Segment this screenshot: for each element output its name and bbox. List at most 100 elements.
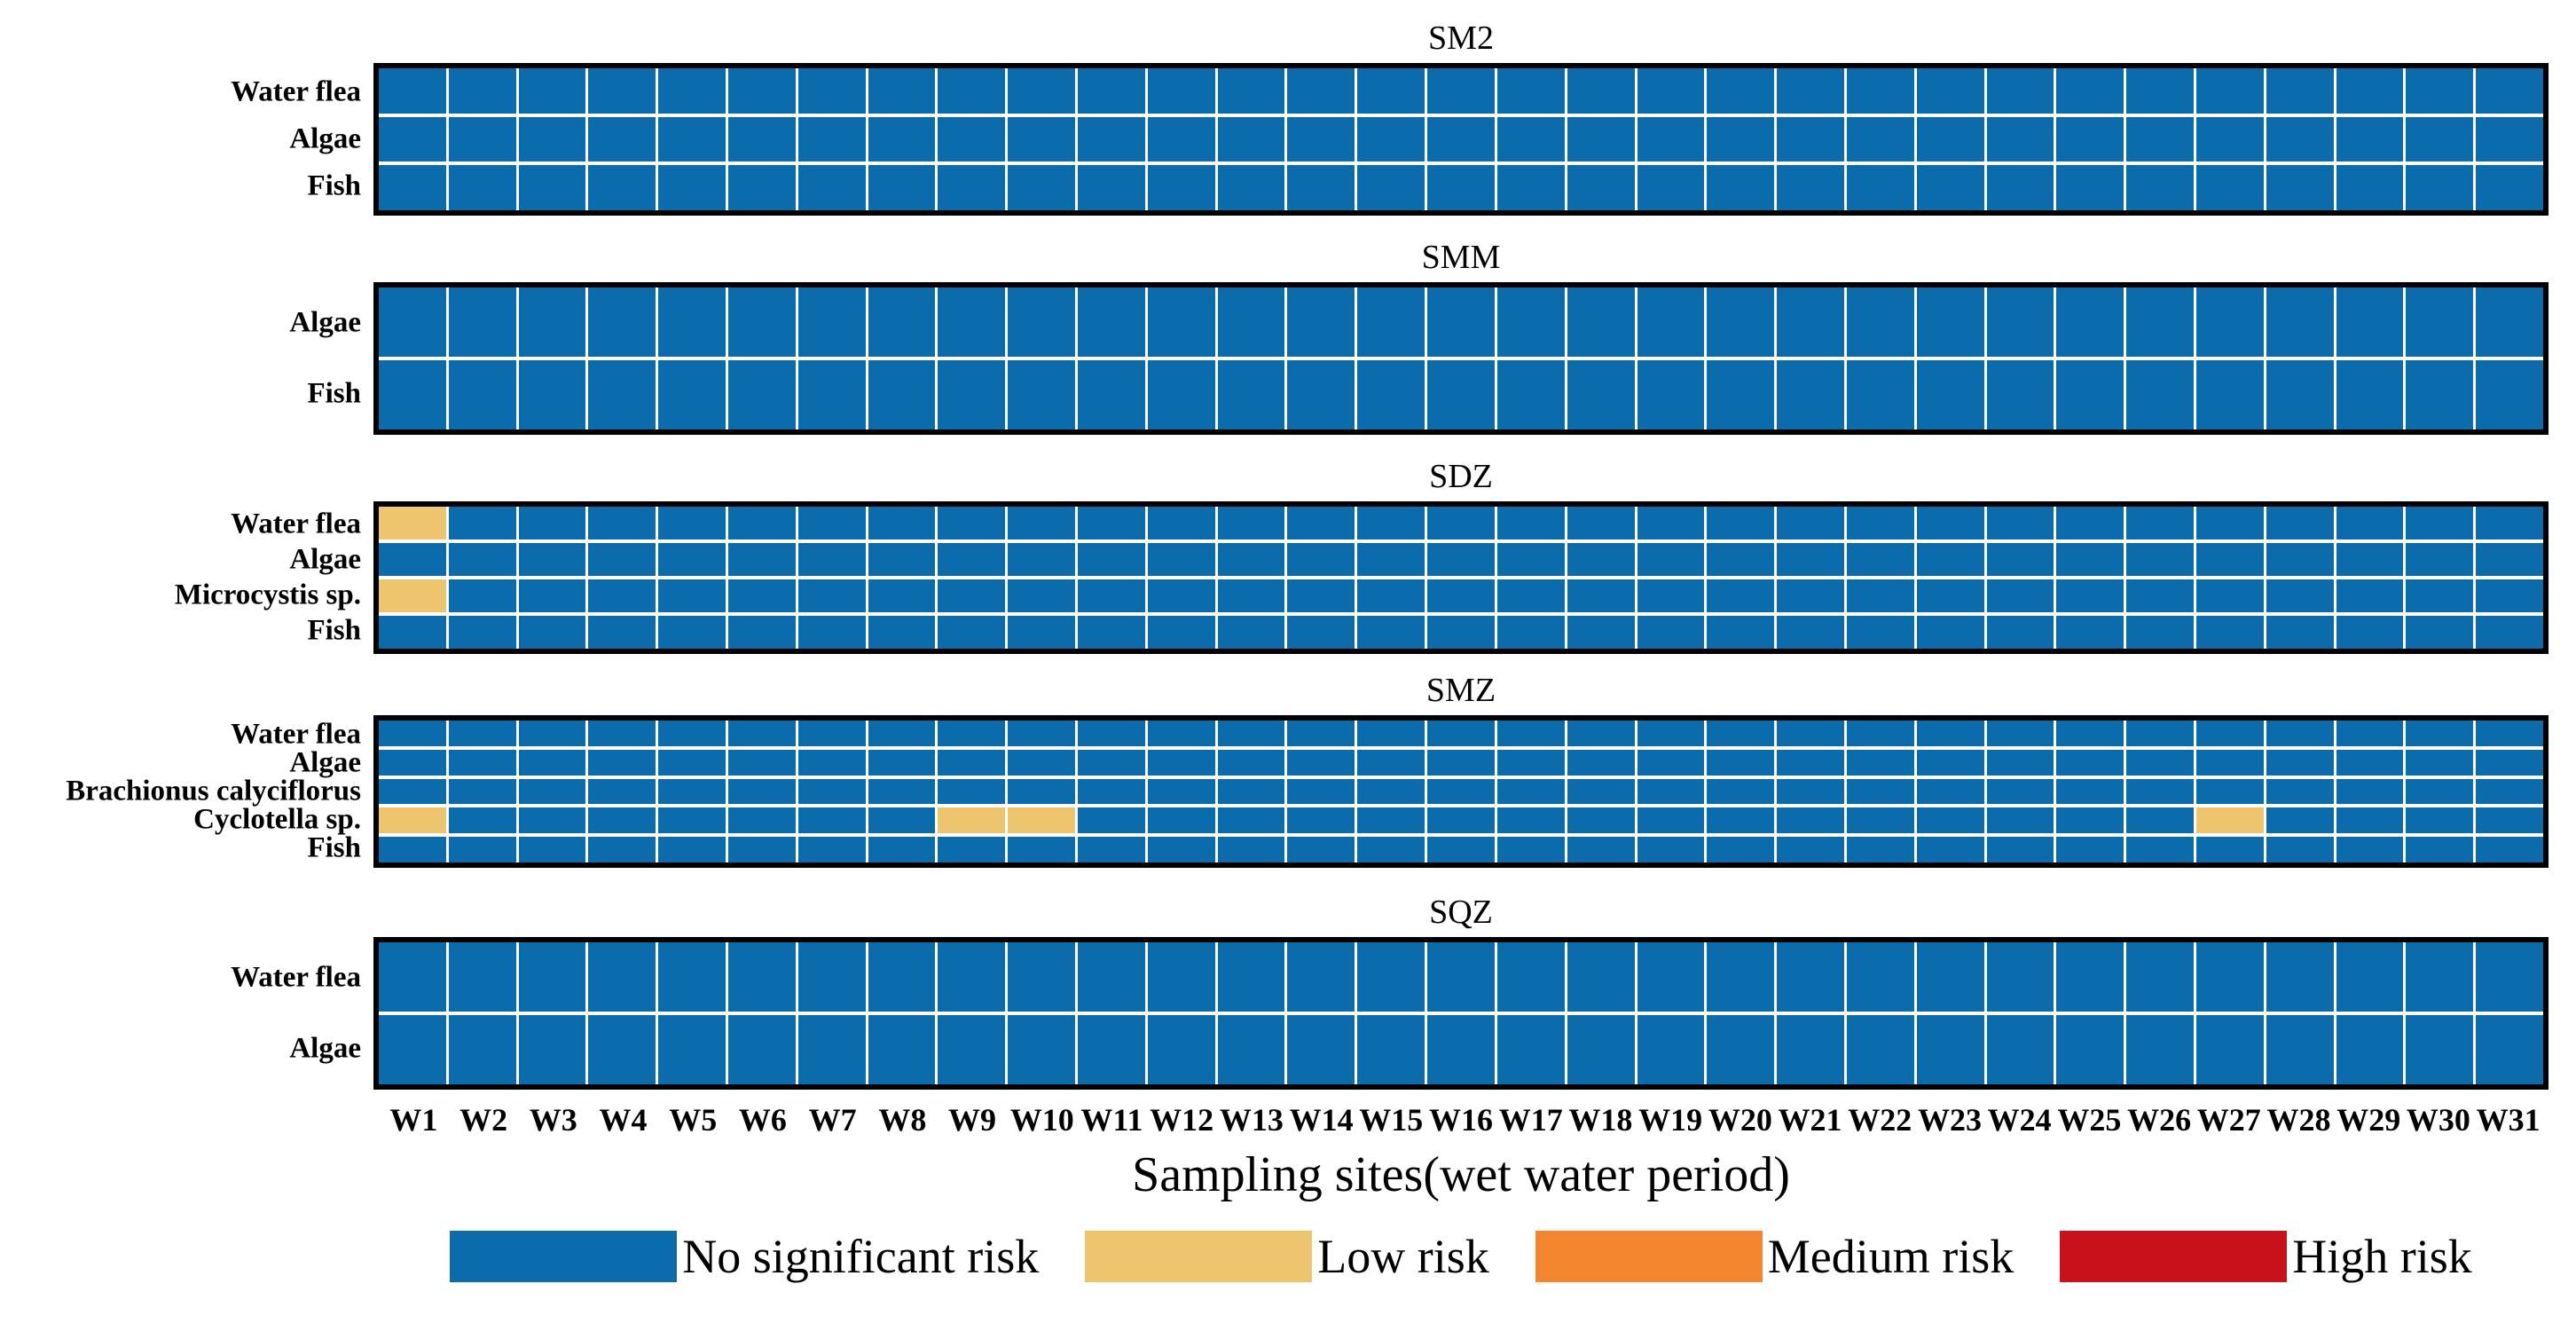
heatmap-cell-SDZ-Water flea-W15 — [1357, 507, 1425, 539]
heatmap-cell-SDZ-Algae-W25 — [2056, 543, 2124, 576]
heatmap-cell-SMZ-Fish-W21 — [1777, 837, 1844, 862]
heatmap-cell-SMZ-Fish-W26 — [2126, 837, 2194, 862]
heatmap-cell-SMZ-Water flea-W27 — [2195, 721, 2264, 746]
heatmap-cell-SDZ-Algae-W17 — [1496, 543, 1565, 576]
heatmap-cell-SM2-Algae-W29 — [2336, 116, 2404, 162]
heatmap-cell-SM2-Water flea-W20 — [1707, 68, 1775, 114]
heatmap-cell-SMZ-Fish-W13 — [1217, 837, 1285, 862]
heatmap-cell-SDZ-Algae-W26 — [2126, 543, 2194, 576]
heatmap-grid-SQZ — [379, 942, 2543, 1084]
heatmap-cell-SMZ-Brachionus calyciflorus-W16 — [1427, 778, 1495, 805]
heatmap-cell-SQZ-Water flea-W22 — [1846, 942, 1914, 1012]
heatmap-cell-SQZ-Algae-W26 — [2126, 1015, 2194, 1084]
heatmap-cell-SDZ-Water flea-W7 — [797, 507, 866, 539]
heatmap-cell-SM2-Water flea-W31 — [2476, 68, 2543, 114]
heatmap-cell-SMZ-Fish-W17 — [1496, 837, 1565, 862]
heatmap-cell-SDZ-Water flea-W19 — [1637, 507, 1705, 539]
heatmap-cell-SM2-Algae-W18 — [1567, 116, 1635, 162]
heatmap-cell-SQZ-Algae-W12 — [1147, 1015, 1215, 1084]
heatmap-cell-SM2-Algae-W17 — [1496, 116, 1565, 162]
heatmap-cell-SMM-Algae-W11 — [1078, 287, 1145, 357]
heatmap-cell-SDZ-Algae-W13 — [1217, 543, 1285, 576]
heatmap-cell-SMM-Fish-W26 — [2126, 360, 2194, 429]
heatmap-cell-SM2-Water flea-W6 — [728, 68, 796, 114]
x-tick-W1: W1 — [389, 1102, 438, 1138]
heatmap-cell-SQZ-Water flea-W28 — [2266, 942, 2334, 1012]
heatmap-cell-SMZ-Fish-W16 — [1427, 837, 1495, 862]
heatmap-cell-SDZ-Water flea-W11 — [1078, 507, 1145, 539]
heatmap-cell-SMZ-Fish-W24 — [1986, 837, 2054, 862]
heatmap-cell-SMZ-Cyclotella sp.-W27 — [2195, 807, 2264, 834]
heatmap-cell-SMM-Algae-W20 — [1707, 287, 1775, 357]
heatmap-cell-SMZ-Fish-W5 — [658, 837, 726, 862]
heatmap-cell-SQZ-Water flea-W12 — [1147, 942, 1215, 1012]
heatmap-cell-SM2-Algae-W9 — [938, 116, 1006, 162]
heatmap-cell-SQZ-Water flea-W5 — [658, 942, 726, 1012]
legend-swatch-No significant risk — [450, 1231, 678, 1282]
row-label-Fish: Fish — [307, 169, 361, 202]
heatmap-cell-SMZ-Cyclotella sp.-W24 — [1986, 807, 2054, 834]
heatmap-cell-SMM-Algae-W26 — [2126, 287, 2194, 357]
heatmap-cell-SMM-Fish-W14 — [1287, 360, 1355, 429]
x-tick-W6: W6 — [738, 1102, 787, 1138]
heatmap-cell-SMZ-Fish-W8 — [868, 837, 936, 862]
x-tick-W27: W27 — [2196, 1102, 2261, 1138]
heatmap-cell-SMM-Fish-W1 — [379, 360, 446, 429]
heatmap-cell-SDZ-Microcystis sp.-W25 — [2056, 579, 2124, 612]
x-tick-W24: W24 — [1987, 1102, 2052, 1138]
heatmap-cell-SMZ-Cyclotella sp.-W30 — [2406, 807, 2474, 834]
heatmap-cell-SMM-Algae-W7 — [797, 287, 866, 357]
heatmap-cell-SDZ-Water flea-W20 — [1707, 507, 1775, 539]
heatmap-cell-SM2-Algae-W30 — [2406, 116, 2474, 162]
heatmap-cell-SM2-Water flea-W2 — [448, 68, 516, 114]
heatmap-cell-SMM-Algae-W31 — [2476, 287, 2543, 357]
heatmap-cell-SDZ-Fish-W30 — [2406, 616, 2474, 649]
heatmap-cell-SDZ-Algae-W19 — [1637, 543, 1705, 576]
heatmap-cell-SDZ-Fish-W2 — [448, 616, 516, 649]
heatmap-cell-SMZ-Algae-W28 — [2266, 749, 2334, 776]
heatmap-cell-SM2-Fish-W20 — [1707, 165, 1775, 210]
heatmap-cell-SM2-Fish-W4 — [588, 165, 656, 210]
row-label-Microcystis sp.: Microcystis sp. — [174, 579, 361, 611]
heatmap-cell-SM2-Algae-W31 — [2476, 116, 2543, 162]
heatmap-cell-SDZ-Fish-W25 — [2056, 616, 2124, 649]
heatmap-cell-SM2-Algae-W14 — [1287, 116, 1355, 162]
heatmap-cell-SMZ-Cyclotella sp.-W23 — [1916, 807, 1984, 834]
heatmap-cell-SMM-Fish-W15 — [1357, 360, 1425, 429]
heatmap-cell-SM2-Water flea-W24 — [1986, 68, 2054, 114]
heatmap-cell-SMM-Algae-W14 — [1287, 287, 1355, 357]
heatmap-cell-SM2-Fish-W28 — [2266, 165, 2334, 210]
heatmap-cell-SMM-Fish-W29 — [2336, 360, 2404, 429]
row-label-Cyclotella sp.: Cyclotella sp. — [193, 803, 361, 836]
heatmap-cell-SMZ-Fish-W2 — [448, 837, 516, 862]
heatmap-cell-SMZ-Water flea-W21 — [1777, 721, 1844, 746]
heatmap-cell-SM2-Water flea-W16 — [1427, 68, 1495, 114]
heatmap-cell-SDZ-Algae-W18 — [1567, 543, 1635, 576]
heatmap-cell-SMM-Algae-W27 — [2195, 287, 2264, 357]
heatmap-cell-SDZ-Microcystis sp.-W30 — [2406, 579, 2474, 612]
heatmap-cell-SDZ-Microcystis sp.-W15 — [1357, 579, 1425, 612]
heatmap-cell-SMZ-Brachionus calyciflorus-W31 — [2476, 778, 2543, 805]
heatmap-cell-SM2-Water flea-W23 — [1916, 68, 1984, 114]
heatmap-cell-SMM-Algae-W15 — [1357, 287, 1425, 357]
heatmap-cell-SMZ-Brachionus calyciflorus-W18 — [1567, 778, 1635, 805]
legend-item-High risk: High risk — [2060, 1230, 2472, 1283]
heatmap-cell-SMM-Algae-W13 — [1217, 287, 1285, 357]
heatmap-cell-SMZ-Water flea-W2 — [448, 721, 516, 746]
heatmap-cell-SDZ-Fish-W17 — [1496, 616, 1565, 649]
heatmap-cell-SDZ-Microcystis sp.-W24 — [1986, 579, 2054, 612]
heatmap-cell-SMM-Algae-W6 — [728, 287, 796, 357]
heatmap-cell-SDZ-Water flea-W14 — [1287, 507, 1355, 539]
heatmap-cell-SMZ-Algae-W10 — [1008, 749, 1076, 776]
heatmap-cell-SDZ-Water flea-W21 — [1777, 507, 1844, 539]
row-label-Fish: Fish — [307, 377, 361, 410]
heatmap-cell-SDZ-Microcystis sp.-W29 — [2336, 579, 2404, 612]
heatmap-grid-SMM — [379, 287, 2543, 429]
heatmap-cell-SQZ-Algae-W25 — [2056, 1015, 2124, 1084]
heatmap-cell-SM2-Fish-W26 — [2126, 165, 2194, 210]
heatmap-cell-SDZ-Water flea-W10 — [1008, 507, 1076, 539]
heatmap-cell-SMZ-Fish-W28 — [2266, 837, 2334, 862]
heatmap-cell-SMZ-Water flea-W10 — [1008, 721, 1076, 746]
heatmap-cell-SMZ-Cyclotella sp.-W6 — [728, 807, 796, 834]
x-tick-W16: W16 — [1429, 1102, 1493, 1138]
